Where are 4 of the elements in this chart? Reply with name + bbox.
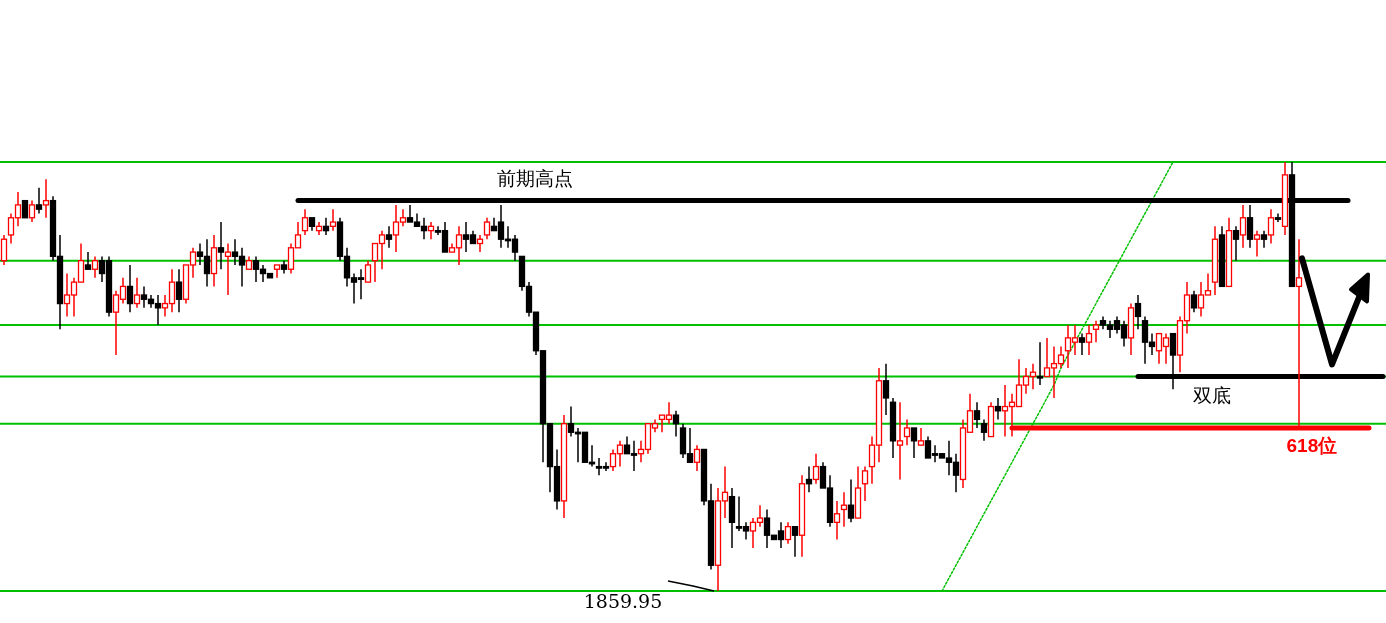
series-label: 618位 [1286,434,1338,456]
annotation: 1859.95 [583,590,663,612]
series-label: 双底 [1192,383,1231,406]
series-label: 前期高点 [497,166,574,189]
